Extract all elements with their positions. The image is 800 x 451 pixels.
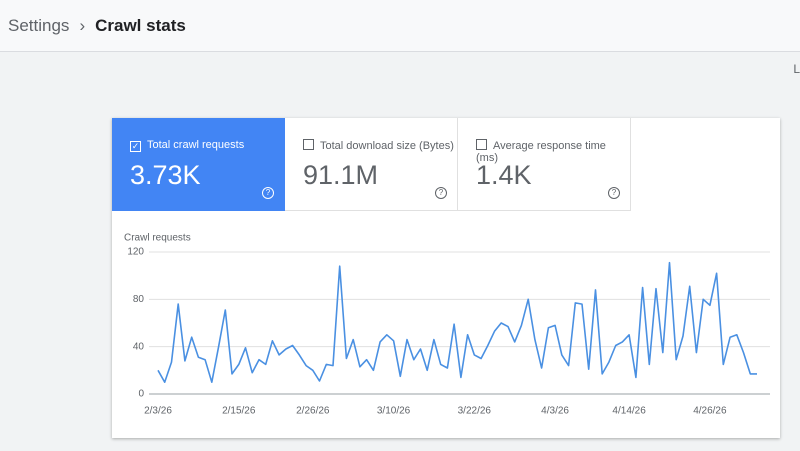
x-tick-label: 2/3/26 bbox=[144, 406, 172, 417]
breadcrumb-separator: › bbox=[79, 16, 86, 35]
y-tick-label: 80 bbox=[133, 294, 145, 305]
metric-label: ✓ Total crawl requests bbox=[130, 139, 244, 152]
y-axis-label: Crawl requests bbox=[124, 233, 191, 244]
x-tick-label: 3/22/26 bbox=[458, 406, 492, 417]
help-icon[interactable]: ? bbox=[262, 187, 274, 199]
breadcrumb-current: Crawl stats bbox=[95, 16, 186, 35]
help-icon[interactable]: ? bbox=[608, 187, 620, 199]
x-tick-label: 4/3/26 bbox=[541, 406, 569, 417]
checkbox[interactable]: ✓ bbox=[130, 141, 141, 152]
x-tick-label: 4/26/26 bbox=[693, 406, 727, 417]
x-tick-label: 3/10/26 bbox=[377, 406, 411, 417]
metric-label: Total download size (Bytes) bbox=[303, 139, 454, 152]
corner-text: L bbox=[793, 62, 800, 76]
metric-tile[interactable]: Total download size (Bytes) 91.1M? bbox=[285, 118, 458, 211]
metric-tile[interactable]: ✓ Total crawl requests 3.73K? bbox=[112, 118, 285, 211]
y-tick-label: 120 bbox=[127, 247, 144, 258]
y-tick-label: 0 bbox=[138, 389, 144, 400]
metric-label-text: Total download size (Bytes) bbox=[320, 140, 454, 152]
metric-label-text: Total crawl requests bbox=[147, 139, 245, 151]
help-icon[interactable]: ? bbox=[435, 187, 447, 199]
metric-value: 3.73K bbox=[130, 160, 201, 190]
top-bar: Settings › Crawl stats bbox=[0, 0, 800, 52]
x-tick-label: 2/15/26 bbox=[222, 406, 256, 417]
checkbox[interactable] bbox=[303, 139, 314, 150]
breadcrumb: Settings › Crawl stats bbox=[8, 16, 186, 36]
crawl-card: Crawl requests 0 40 80 120 2/3/26 2/15/26 2/26… bbox=[112, 118, 780, 438]
metric-label-text: Average response time (ms) bbox=[476, 140, 606, 164]
x-tick-label: 4/14/26 bbox=[612, 406, 646, 417]
chart: Crawl requests 0 40 80 120 2/3/26 2/15/26 2/26… bbox=[124, 233, 770, 417]
metric-value: 91.1M bbox=[303, 160, 379, 190]
line-series bbox=[157, 261, 757, 383]
metric-label: Average response time (ms) bbox=[476, 139, 630, 164]
checkbox[interactable] bbox=[476, 139, 487, 150]
y-tick-label: 40 bbox=[133, 341, 145, 352]
breadcrumb-parent[interactable]: Settings bbox=[8, 16, 70, 35]
metric-tile[interactable]: Average response time (ms) 1.4K? bbox=[458, 118, 631, 211]
metric-value: 1.4K bbox=[476, 160, 532, 190]
x-tick-label: 2/26/26 bbox=[296, 406, 330, 417]
